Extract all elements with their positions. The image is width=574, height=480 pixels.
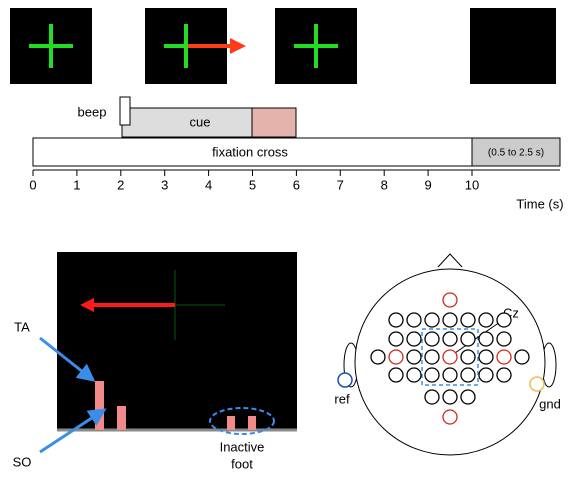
electrode: [443, 350, 457, 364]
tick-label: 10: [465, 177, 479, 192]
electrode: [389, 368, 403, 382]
electrode: [443, 332, 457, 346]
electrode: [479, 368, 493, 382]
tick-label: 1: [73, 177, 80, 192]
electrode: [425, 368, 439, 382]
feedback: TA SO Inactive foot: [13, 252, 297, 471]
electrode: [461, 368, 475, 382]
tick-label: 0: [29, 177, 36, 192]
electrode: [425, 390, 439, 404]
electrode: [443, 293, 457, 307]
electrode: [497, 332, 511, 346]
cue-label: cue: [190, 114, 211, 129]
inactive-label: Inactive: [220, 439, 265, 454]
electrode: [443, 313, 457, 327]
electrode: [497, 313, 511, 327]
fixation-label: fixation cross: [212, 144, 288, 159]
rest-label: (0.5 to 2.5 s): [488, 148, 544, 159]
ref-label: ref: [334, 391, 350, 406]
tick-label: 4: [205, 177, 212, 192]
electrode: [425, 332, 439, 346]
figure: beep cue fixation cross (0.5 to 2.5 s) T…: [0, 0, 574, 475]
foot-label: foot: [231, 456, 253, 471]
electrode: [407, 313, 421, 327]
electrode: [389, 313, 403, 327]
montage: Cz ref gnd: [334, 254, 560, 455]
timeline: beep cue fixation cross (0.5 to 2.5 s) T…: [29, 97, 563, 211]
electrode: [461, 390, 475, 404]
electrode: [407, 332, 421, 346]
electrode: [479, 350, 493, 364]
electrode: [425, 313, 439, 327]
so-label: SO: [13, 454, 32, 469]
electrode: [443, 368, 457, 382]
electrode: [443, 410, 457, 424]
tick-label: 5: [249, 177, 256, 192]
tick-label: 8: [381, 177, 388, 192]
electrode: [515, 350, 529, 364]
electrode: [479, 332, 493, 346]
electrode: [407, 368, 421, 382]
electrode: [389, 332, 403, 346]
axis-label: Time (s): [516, 196, 563, 211]
tick-label: 7: [337, 177, 344, 192]
tick-label: 6: [293, 177, 300, 192]
beep-label: beep: [78, 104, 107, 119]
electrode: [443, 390, 457, 404]
electrode: [461, 332, 475, 346]
electrode: [497, 350, 511, 364]
electrode: [425, 350, 439, 364]
electrode: [497, 368, 511, 382]
tick-label: 9: [424, 177, 431, 192]
tick-label: 2: [117, 177, 124, 192]
electrode: [407, 350, 421, 364]
electrode: [389, 350, 403, 364]
ticks: 0 1 2 3 4 5 6 7 8 9 10: [29, 170, 479, 192]
electrode: [461, 313, 475, 327]
electrode: [461, 350, 475, 364]
ta-label: TA: [14, 319, 30, 334]
gnd-label: gnd: [539, 396, 561, 411]
tick-label: 3: [161, 177, 168, 192]
electrode: [479, 313, 493, 327]
electrode: [371, 350, 385, 364]
screens: [10, 8, 556, 84]
